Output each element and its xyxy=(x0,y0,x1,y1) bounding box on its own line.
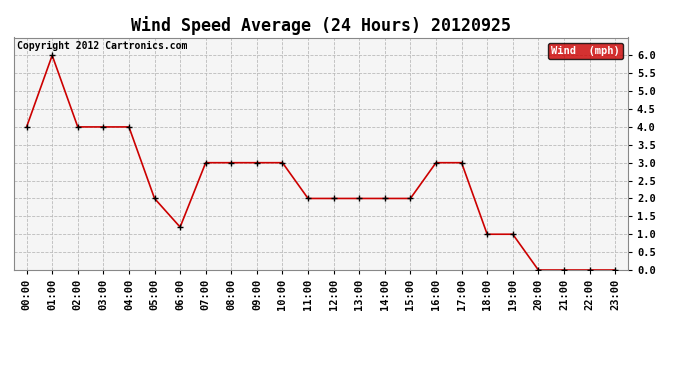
Title: Wind Speed Average (24 Hours) 20120925: Wind Speed Average (24 Hours) 20120925 xyxy=(131,16,511,34)
Text: Copyright 2012 Cartronics.com: Copyright 2012 Cartronics.com xyxy=(17,41,187,51)
Legend: Wind  (mph): Wind (mph) xyxy=(548,43,622,59)
